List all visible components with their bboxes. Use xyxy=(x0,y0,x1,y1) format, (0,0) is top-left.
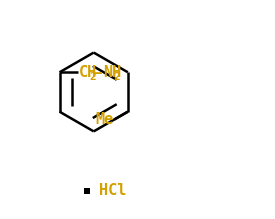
Text: —: — xyxy=(93,65,102,80)
Text: 2: 2 xyxy=(89,72,96,82)
Text: HCl: HCl xyxy=(99,183,126,198)
Text: Me: Me xyxy=(95,112,114,127)
Text: NH: NH xyxy=(103,65,122,80)
Text: CH: CH xyxy=(79,65,98,80)
Text: 2: 2 xyxy=(113,72,120,82)
